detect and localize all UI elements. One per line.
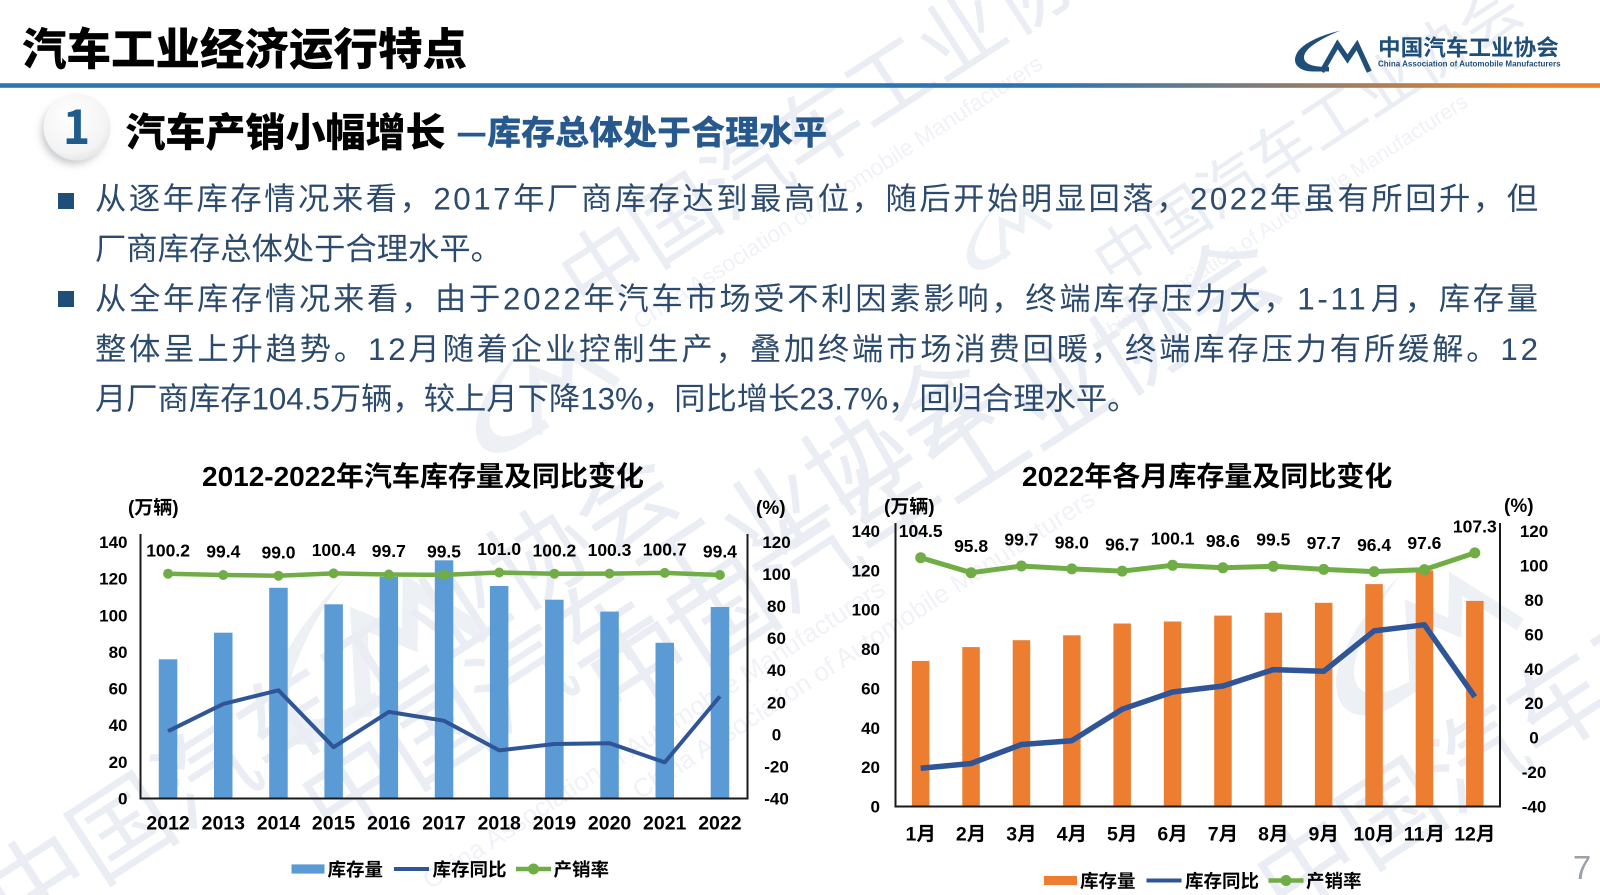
svg-text:0: 0 [772,725,781,744]
svg-text:99.0: 99.0 [261,542,295,562]
svg-text:2019: 2019 [533,813,577,835]
svg-text:2018: 2018 [478,813,522,835]
svg-text:80: 80 [109,643,128,662]
svg-text:2016: 2016 [367,813,411,835]
svg-text:80: 80 [861,640,880,659]
svg-text:100: 100 [852,601,880,620]
svg-text:-20: -20 [764,757,789,776]
svg-text:120: 120 [99,570,127,589]
svg-text:60: 60 [861,679,880,698]
svg-text:2017: 2017 [422,813,465,835]
svg-text:96.4: 96.4 [1357,535,1391,555]
svg-text:2022: 2022 [698,813,742,835]
svg-text:100.1: 100.1 [1151,529,1195,549]
svg-text:60: 60 [767,629,786,648]
svg-text:2015: 2015 [312,813,356,835]
svg-text:100.3: 100.3 [588,540,632,560]
svg-text:20: 20 [1525,694,1544,713]
svg-text:97.7: 97.7 [1307,533,1341,553]
svg-text:12: 12 [368,332,408,367]
svg-text:10: 10 [1354,824,1376,846]
svg-text:1-11: 1-11 [1297,282,1368,317]
svg-text:104.5: 104.5 [899,521,943,541]
svg-text:100.4: 100.4 [312,540,356,560]
svg-text:2022: 2022 [1190,182,1270,217]
svg-text:12: 12 [1500,332,1540,367]
svg-text:): ) [172,498,178,519]
svg-text:2013: 2013 [202,813,246,835]
svg-text:100.2: 100.2 [146,540,190,560]
svg-text:0: 0 [118,790,127,809]
svg-text:40: 40 [861,719,880,738]
svg-text:11: 11 [1404,824,1425,846]
svg-text:96.7: 96.7 [1105,535,1139,555]
svg-text:40: 40 [767,661,786,680]
svg-text:9: 9 [1309,824,1320,846]
svg-text:98.6: 98.6 [1206,531,1240,551]
svg-text:(: ( [128,498,135,519]
svg-text:2014: 2014 [257,813,301,835]
svg-text:2017: 2017 [433,182,513,217]
svg-text:0: 0 [871,798,880,817]
svg-text:100.7: 100.7 [643,540,687,560]
svg-text:80: 80 [767,597,786,616]
svg-text:2022: 2022 [1022,461,1084,492]
svg-text:100.2: 100.2 [533,540,577,560]
svg-text:2022: 2022 [503,282,583,317]
svg-text:120: 120 [852,561,880,580]
svg-text:100: 100 [99,606,127,625]
svg-text:12: 12 [1454,824,1476,846]
svg-text:140: 140 [852,522,880,541]
svg-text:2021: 2021 [643,813,687,835]
svg-text:-40: -40 [764,790,789,809]
svg-text:40: 40 [1525,660,1544,679]
svg-text:97.6: 97.6 [1407,533,1441,553]
svg-text:): ) [928,497,934,518]
svg-text:5: 5 [1107,824,1118,846]
svg-text:20: 20 [767,693,786,712]
svg-text:7: 7 [1573,849,1591,886]
svg-text:(: ( [884,497,891,518]
svg-text:95.8: 95.8 [954,536,988,556]
svg-text:3: 3 [1006,824,1017,846]
svg-text:107.3: 107.3 [1453,516,1497,536]
svg-text:60: 60 [1525,625,1544,644]
svg-text:98.0: 98.0 [1055,532,1089,552]
svg-text:2: 2 [956,824,967,846]
svg-text:120: 120 [762,533,790,552]
svg-text:99.7: 99.7 [1004,529,1038,549]
svg-text:104.5: 104.5 [252,382,330,417]
svg-text:99.5: 99.5 [1256,530,1290,550]
svg-text:40: 40 [109,716,128,735]
svg-text:60: 60 [109,680,128,699]
svg-text:20: 20 [109,753,128,772]
svg-text:1: 1 [906,824,917,846]
svg-text:-40: -40 [1522,798,1547,817]
svg-text:China Association of Automobil: China Association of Automobile Manufact… [1378,60,1561,69]
svg-text:140: 140 [99,533,127,552]
svg-text:99.7: 99.7 [372,541,406,561]
svg-text:2012: 2012 [146,813,190,835]
svg-text:100: 100 [1520,556,1548,575]
svg-text:(%): (%) [756,498,786,519]
svg-text:120: 120 [1520,522,1548,541]
svg-text:99.4: 99.4 [206,542,240,562]
svg-text:20: 20 [861,758,880,777]
svg-text:100: 100 [762,565,790,584]
svg-text:-20: -20 [1522,763,1547,782]
svg-text:99.5: 99.5 [427,542,461,562]
svg-text:7: 7 [1208,824,1219,846]
svg-text:2020: 2020 [588,813,632,835]
svg-text:6: 6 [1157,824,1168,846]
svg-text:2012-2022: 2012-2022 [202,461,336,492]
svg-text:13%: 13% [580,382,643,417]
svg-text:(%): (%) [1504,496,1534,517]
svg-text:8: 8 [1258,824,1269,846]
svg-text:99.4: 99.4 [703,542,737,562]
svg-text:4: 4 [1057,824,1068,846]
svg-text:80: 80 [1525,591,1544,610]
svg-text:23.7%: 23.7% [799,382,888,417]
svg-text:101.0: 101.0 [477,539,521,559]
svg-text:0: 0 [1529,729,1538,748]
